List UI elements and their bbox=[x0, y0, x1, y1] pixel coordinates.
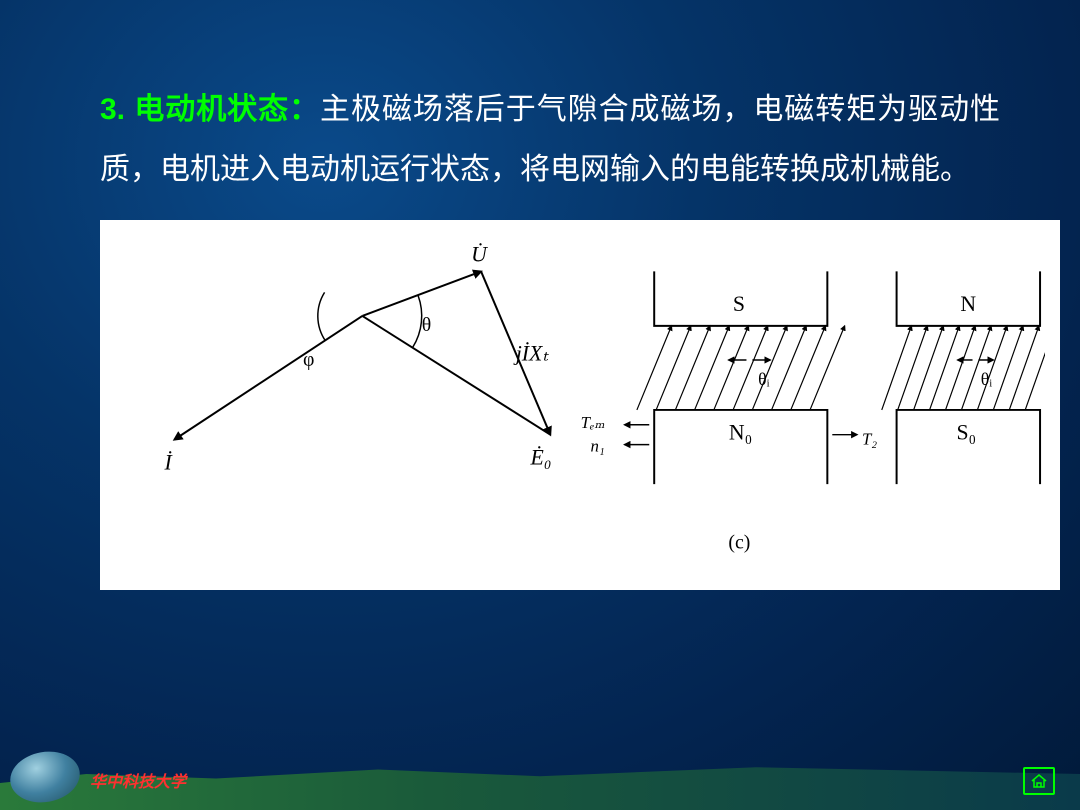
svg-text:θᵢ: θᵢ bbox=[758, 369, 770, 389]
svg-text:S₀: S₀ bbox=[956, 421, 976, 445]
svg-text:S: S bbox=[733, 292, 745, 316]
footer: 华中科技大学 bbox=[0, 750, 1080, 810]
heading-number: 3. bbox=[100, 93, 125, 126]
slide-text: 3. 电动机状态：主极磁场落后于气隙合成磁场，电磁转矩为驱动性质，电机进入电动机… bbox=[100, 80, 1000, 200]
diagram-svg: U̇ jİXₜ Ė₀ İθ φ S N₀ θᵢ Tₑₘ n₁ T₂ N S₀ θᵢ (c) bbox=[115, 230, 1045, 580]
svg-text:jİXₜ: jİXₜ bbox=[513, 341, 550, 365]
heading-text: 电动机状态： bbox=[134, 93, 320, 126]
svg-text:N₀: N₀ bbox=[729, 421, 752, 445]
university-logo: 华中科技大学 bbox=[90, 768, 186, 792]
slide-content: 3. 电动机状态：主极磁场落后于气隙合成磁场，电磁转矩为驱动性质，电机进入电动机… bbox=[0, 0, 1080, 590]
svg-text:θᵢ: θᵢ bbox=[981, 369, 993, 389]
svg-text:n₁: n₁ bbox=[590, 437, 604, 456]
svg-text:Ė₀: Ė₀ bbox=[530, 445, 552, 469]
diagram-figure: U̇ jİXₜ Ė₀ İθ φ S N₀ θᵢ Tₑₘ n₁ T₂ N S₀ θᵢ (c) bbox=[100, 220, 1060, 590]
svg-text:İ: İ bbox=[163, 450, 173, 474]
svg-text:Tₑₘ: Tₑₘ bbox=[581, 413, 605, 432]
svg-text:N: N bbox=[960, 292, 976, 316]
home-button[interactable] bbox=[1023, 767, 1055, 795]
svg-text:U̇: U̇ bbox=[471, 243, 488, 267]
svg-text:T₂: T₂ bbox=[862, 430, 877, 449]
svg-text:φ: φ bbox=[303, 348, 314, 370]
svg-text:(c): (c) bbox=[728, 531, 750, 553]
svg-text:θ: θ bbox=[422, 314, 431, 336]
home-icon bbox=[1030, 773, 1048, 789]
